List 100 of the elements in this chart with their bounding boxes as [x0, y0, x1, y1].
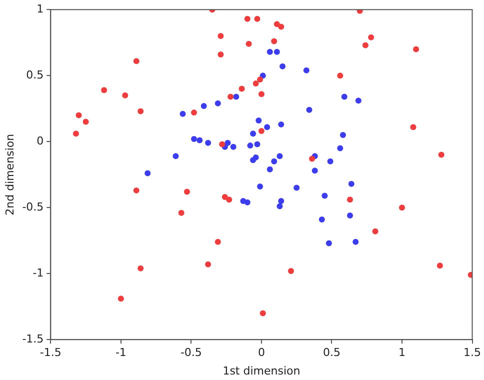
point [144, 170, 151, 176]
point [238, 86, 245, 92]
x-tick-label: -0.5 [180, 346, 202, 360]
point [252, 80, 259, 87]
point [264, 124, 270, 130]
point [352, 238, 359, 245]
point [348, 180, 354, 187]
x-tick-label: 0 [258, 346, 265, 360]
point [266, 48, 273, 55]
point [294, 184, 300, 191]
point [191, 136, 198, 142]
point [260, 310, 266, 316]
y-tick-label: 0.5 [26, 68, 44, 82]
point [413, 46, 420, 52]
point [266, 166, 273, 172]
point [372, 228, 378, 234]
point [138, 108, 144, 114]
point [246, 40, 252, 47]
point [219, 141, 226, 148]
y-axis-title: 2nd dimension [3, 134, 16, 216]
point [306, 106, 312, 113]
point [280, 63, 286, 70]
point [278, 121, 284, 128]
x-axis-title: 1st dimension [222, 364, 300, 378]
point [309, 156, 316, 162]
point [258, 128, 264, 134]
point [222, 194, 228, 200]
y-tick-label: -1.5 [22, 332, 44, 346]
point [337, 72, 344, 79]
point [257, 183, 264, 190]
point [214, 100, 221, 106]
point [278, 24, 284, 30]
point [184, 188, 190, 195]
point [256, 117, 262, 124]
point [122, 92, 128, 98]
point [410, 124, 416, 130]
point [436, 262, 443, 269]
point [337, 145, 344, 152]
point [327, 158, 334, 164]
point [368, 34, 374, 40]
point [288, 268, 294, 274]
point [271, 38, 278, 44]
point [172, 153, 179, 160]
point [438, 152, 444, 158]
point [101, 87, 108, 94]
point [254, 141, 260, 148]
point [133, 187, 140, 194]
point [233, 94, 240, 100]
point [276, 153, 283, 160]
point [355, 98, 362, 104]
point [303, 67, 310, 74]
point [138, 265, 144, 272]
point [218, 33, 224, 39]
point [214, 238, 221, 245]
point [244, 16, 250, 22]
point [230, 144, 236, 150]
y-tick-label: -1 [32, 266, 44, 280]
point [254, 16, 260, 22]
point [258, 91, 264, 98]
point [178, 210, 184, 216]
point [340, 132, 346, 138]
point [274, 48, 280, 55]
point [346, 212, 353, 219]
x-tick-label: -1 [115, 346, 126, 360]
point [252, 154, 259, 160]
point [76, 112, 82, 118]
point [250, 130, 256, 137]
point [346, 196, 353, 203]
x-tick-label: 1.5 [464, 346, 482, 360]
point [322, 192, 328, 199]
x-tick-label: 0.5 [322, 346, 340, 360]
point [247, 142, 254, 149]
point [468, 272, 472, 278]
y-tick-label: 1 [36, 2, 44, 16]
point [244, 199, 250, 206]
point [205, 140, 212, 146]
point [82, 118, 89, 125]
x-tick-label: 1 [398, 346, 406, 360]
point [218, 51, 224, 58]
point [118, 296, 124, 302]
point [191, 110, 198, 116]
y-tick-label: -0.5 [22, 200, 44, 214]
point [271, 158, 278, 164]
point [180, 110, 186, 117]
point [398, 204, 405, 211]
point [278, 198, 284, 204]
y-tick-label: 0 [36, 134, 44, 148]
point [200, 102, 207, 109]
point [72, 130, 79, 137]
point [205, 261, 212, 268]
point [276, 203, 283, 210]
point [228, 94, 234, 100]
point [196, 137, 203, 144]
point [257, 76, 264, 83]
point [362, 42, 368, 48]
point [312, 168, 318, 174]
point [133, 58, 140, 64]
point [226, 196, 232, 203]
point [341, 94, 348, 100]
point [318, 216, 325, 222]
